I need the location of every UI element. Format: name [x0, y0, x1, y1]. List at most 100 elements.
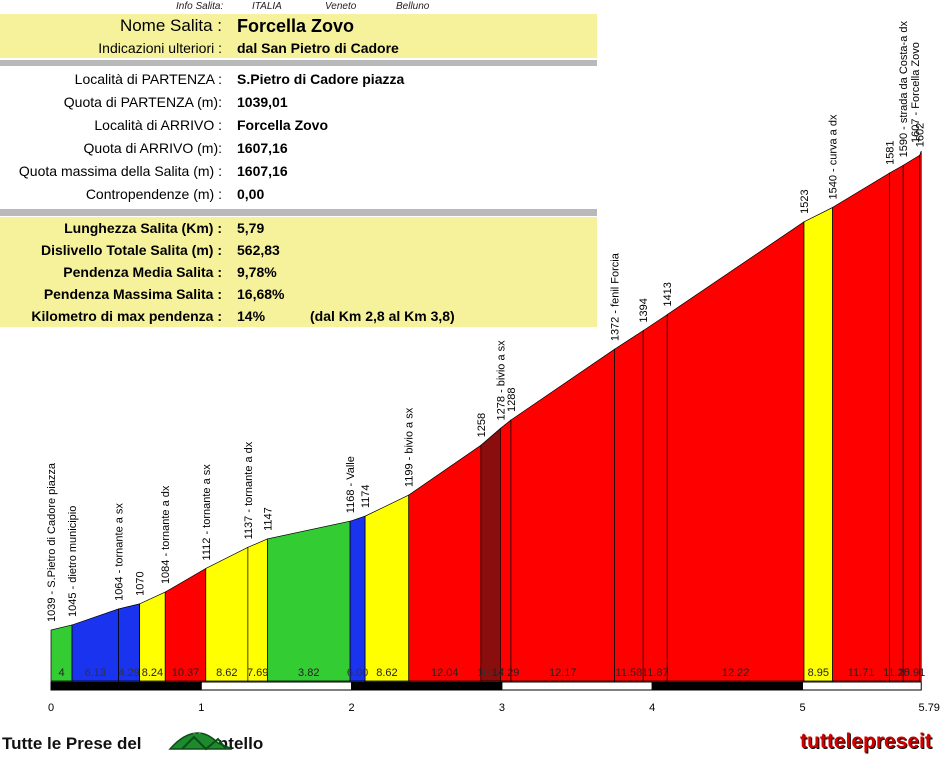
point-label: 1394: [638, 298, 650, 322]
length-row: Lunghezza Salita (Km) : 5,79: [0, 217, 597, 239]
mountain-logo-icon: ✶ ✶: [168, 731, 233, 751]
point-label: 1045 - dietro municipio: [67, 506, 79, 617]
svg-text:✶ ✶: ✶ ✶: [192, 731, 202, 737]
profile-segment: [803, 206, 833, 682]
further-info-label: Indicazioni ulteriori :: [98, 40, 222, 56]
point-label: 1199 - bivio a sx: [404, 407, 416, 487]
grade-label: 12.22: [722, 667, 750, 679]
departure-altitude-row: Quota di PARTENZA (m): 1039,01: [0, 91, 597, 114]
info-label: Info Salita:: [176, 1, 224, 12]
x-tick-label: 5.79: [919, 702, 940, 714]
grade-label: 11.58: [616, 667, 643, 679]
stat-value: 9,78%: [237, 264, 277, 280]
detail-label: Località di ARRIVO :: [94, 117, 222, 133]
profile-segment: [500, 419, 512, 682]
point-label: 1258: [476, 413, 488, 437]
point-label: 1174: [360, 484, 372, 508]
footer-brand-prefix: Tutte le Prese del: [2, 734, 142, 753]
km-bar: [200, 681, 353, 691]
profile-segment: [666, 221, 805, 682]
point-label: 1523: [799, 189, 811, 213]
profile-segment: [832, 172, 891, 682]
grade-labels: 4 6.13 4.29 8.24 10.37 8.62 7.69 3.82 6.00 8.62 12…: [58, 667, 925, 679]
grade-label: 12.17: [549, 667, 577, 679]
stat-label: Lunghezza Salita (Km) :: [64, 220, 222, 236]
profile-segment: [902, 154, 921, 682]
stat-value: 14%: [237, 308, 266, 324]
x-tick-label: 4: [649, 702, 655, 714]
profile-segment: [919, 150, 922, 682]
profile-segment: [510, 348, 615, 682]
separator: [0, 60, 597, 66]
point-label: 1070: [135, 571, 147, 595]
further-info-row: Indicazioni ulteriori : dal San Pietro d…: [0, 38, 597, 58]
point-label: 1147: [262, 507, 274, 531]
point-label: 1039 - S.Pietro di Cadore piazza: [46, 462, 58, 622]
x-tick-label: 1: [198, 702, 204, 714]
point-label: 1372 - fenil Forcia: [610, 252, 622, 341]
point-label: 1581: [885, 140, 897, 164]
x-tick-label: 5: [799, 702, 805, 714]
profile-segment: [642, 313, 668, 682]
km-bar: [802, 681, 922, 691]
grade-label: 8.95: [808, 667, 829, 679]
profile-segment: [480, 427, 501, 682]
footer-website: tuttelepreseit: [800, 730, 932, 753]
grade-label: 11.71: [848, 667, 875, 679]
profile-segment: [364, 494, 410, 682]
point-label: 1137 - tornante a dx: [243, 441, 255, 539]
stat-label: Dislivello Totale Salita (m) :: [40, 242, 222, 258]
profile-segment: [164, 567, 207, 682]
x-tick-label: 0: [48, 702, 54, 714]
stat-label: Kilometro di max pendenza :: [31, 308, 222, 324]
max-altitude-row: Quota massima della Salita (m) : 1607,16: [0, 160, 597, 183]
km-bar: [501, 681, 653, 691]
point-label: 1413: [662, 282, 674, 306]
detail-label: Contropendenze (m) :: [85, 186, 222, 202]
profile-segment: [205, 546, 249, 682]
grade-label: 7.69: [247, 667, 268, 679]
detail-value: S.Pietro di Cadore piazza: [237, 71, 405, 87]
grade-label: 12.04: [431, 667, 459, 679]
point-label: 1112 - tornante a sx: [201, 464, 213, 561]
detail-label: Località di PARTENZA :: [74, 71, 222, 87]
climb-name-label: Nome Salita :: [119, 16, 222, 35]
detail-label: Quota di ARRIVO (m):: [83, 140, 222, 156]
grade-label: 3.82: [298, 667, 319, 679]
point-label: 1540 - curva a dx: [828, 114, 840, 199]
km-bar: [50, 681, 202, 691]
info-country: ITALIA: [252, 1, 282, 12]
detail-value: 1607,16: [237, 140, 288, 156]
grade-label: 11.25: [883, 667, 910, 679]
separator: [0, 209, 597, 216]
climb-name-row: Nome Salita : Forcella Zovo: [0, 14, 597, 38]
km-bar: [651, 681, 804, 691]
x-tick-label: 3: [499, 702, 505, 714]
max-grade-row: Pendenza Massima Salita : 16,68%: [0, 283, 597, 305]
km-bar: [351, 681, 503, 691]
arrival-altitude-row: Quota di ARRIVO (m): 1607,16: [0, 137, 597, 160]
max-grade-km-row: Kilometro di max pendenza : 14% (dal Km …: [0, 305, 597, 327]
detail-value: 1039,01: [237, 94, 288, 110]
counter-slopes-row: Contropendenze (m) : 0,00: [0, 183, 597, 206]
x-tick-label: 2: [349, 702, 355, 714]
departure-place-row: Località di PARTENZA : S.Pietro di Cador…: [0, 68, 597, 91]
point-label: 1278 - bivio a sx: [495, 340, 507, 421]
info-region: Veneto: [325, 1, 357, 12]
profile-segment: [408, 444, 482, 682]
profile-segment: [614, 329, 644, 682]
profile-segment: [267, 520, 351, 682]
info-province: Belluno: [396, 1, 430, 12]
point-label: 1590 - strada da Costa-a dx: [898, 20, 910, 157]
point-label: 1168 - Valle: [345, 456, 357, 513]
avg-grade-row: Pendenza Media Salita : 9,78%: [0, 261, 597, 283]
profile-segment: [247, 538, 268, 682]
point-label: 1084 - tornante a dx: [160, 485, 172, 584]
grade-label: 8.62: [216, 667, 237, 679]
grade-label: 6.00: [347, 667, 368, 679]
stat-value: 5,79: [237, 220, 265, 236]
grade-label: 11.87: [642, 667, 669, 679]
grade-label: 16.67: [477, 667, 505, 679]
grade-label: 6.13: [85, 667, 106, 679]
